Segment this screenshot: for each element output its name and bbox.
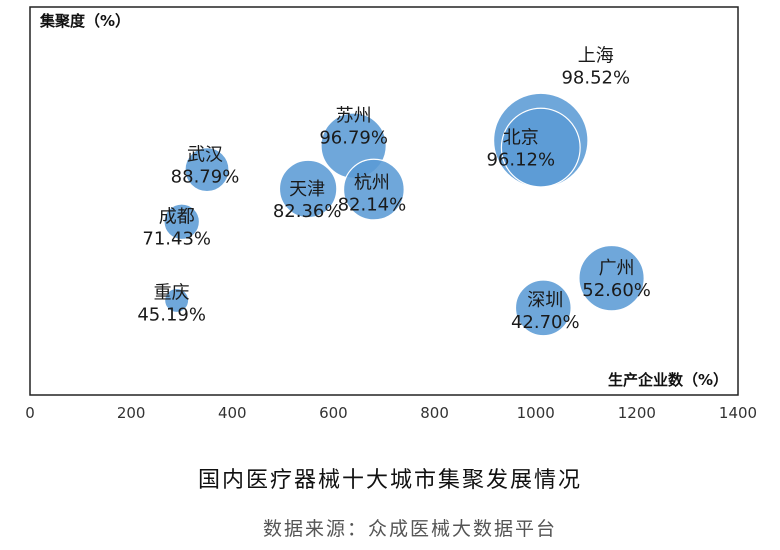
bubble-value-label-2: 96.79% <box>319 128 388 149</box>
bubble-9 <box>514 279 572 337</box>
x-axis-label: 生产企业数（%） <box>608 371 728 389</box>
x-tick-label-3: 600 <box>319 404 348 422</box>
bubbles-group <box>163 92 645 337</box>
x-tick-label-2: 400 <box>218 404 247 422</box>
bubble-city-label-8: 广州 <box>599 258 635 279</box>
bubble-value-label-4: 82.36% <box>273 201 342 222</box>
data-source: 数据来源：众成医械大数据平台 <box>262 518 557 540</box>
bubble-city-label-3: 杭州 <box>354 173 390 194</box>
bubble-city-label-9: 深圳 <box>527 290 563 311</box>
x-tick-label-7: 1400 <box>719 404 757 422</box>
bubble-4 <box>278 159 338 219</box>
bubble-city-label-6: 成都 <box>159 207 195 228</box>
bubble-city-label-0: 上海 <box>578 45 614 66</box>
bubble-value-label-7: 45.19% <box>137 304 206 325</box>
bubble-6 <box>163 203 201 241</box>
x-ticks-group: 0 200 400 600 800 1000 1200 1400 <box>25 404 757 422</box>
bubble-8 <box>578 244 645 312</box>
x-tick-label-4: 800 <box>420 404 449 422</box>
bubble-city-label-7: 重庆 <box>154 282 190 303</box>
bubble-value-label-8: 52.60% <box>582 280 651 301</box>
plot-frame <box>29 6 739 396</box>
x-tick-label-1: 200 <box>117 404 146 422</box>
x-tick-label-5: 1000 <box>517 404 555 422</box>
bubble-1 <box>500 107 581 188</box>
bubble-city-label-5: 武汉 <box>187 145 223 166</box>
bubble-value-label-1: 96.12% <box>486 150 555 171</box>
bubble-value-label-3: 82.14% <box>338 195 407 216</box>
bubble-city-label-1: 北京 <box>503 128 539 149</box>
bubble-3 <box>342 158 405 221</box>
bubble-value-label-5: 88.79% <box>171 167 240 188</box>
x-tick-label-0: 0 <box>25 404 35 422</box>
bubble-7 <box>164 287 190 314</box>
chart-caption: 国内医疗器械十大城市集聚发展情况 <box>197 468 582 493</box>
bubble-value-label-0: 98.52% <box>561 67 630 88</box>
bubble-5 <box>184 147 230 193</box>
y-axis-label: 集聚度（%） <box>39 12 130 30</box>
bubble-value-label-9: 42.70% <box>511 312 580 333</box>
bubble-value-label-6: 71.43% <box>142 229 211 250</box>
bubble-city-label-4: 天津 <box>289 179 325 200</box>
bubble-city-label-2: 苏州 <box>336 106 372 127</box>
x-tick-label-6: 1200 <box>618 404 656 422</box>
